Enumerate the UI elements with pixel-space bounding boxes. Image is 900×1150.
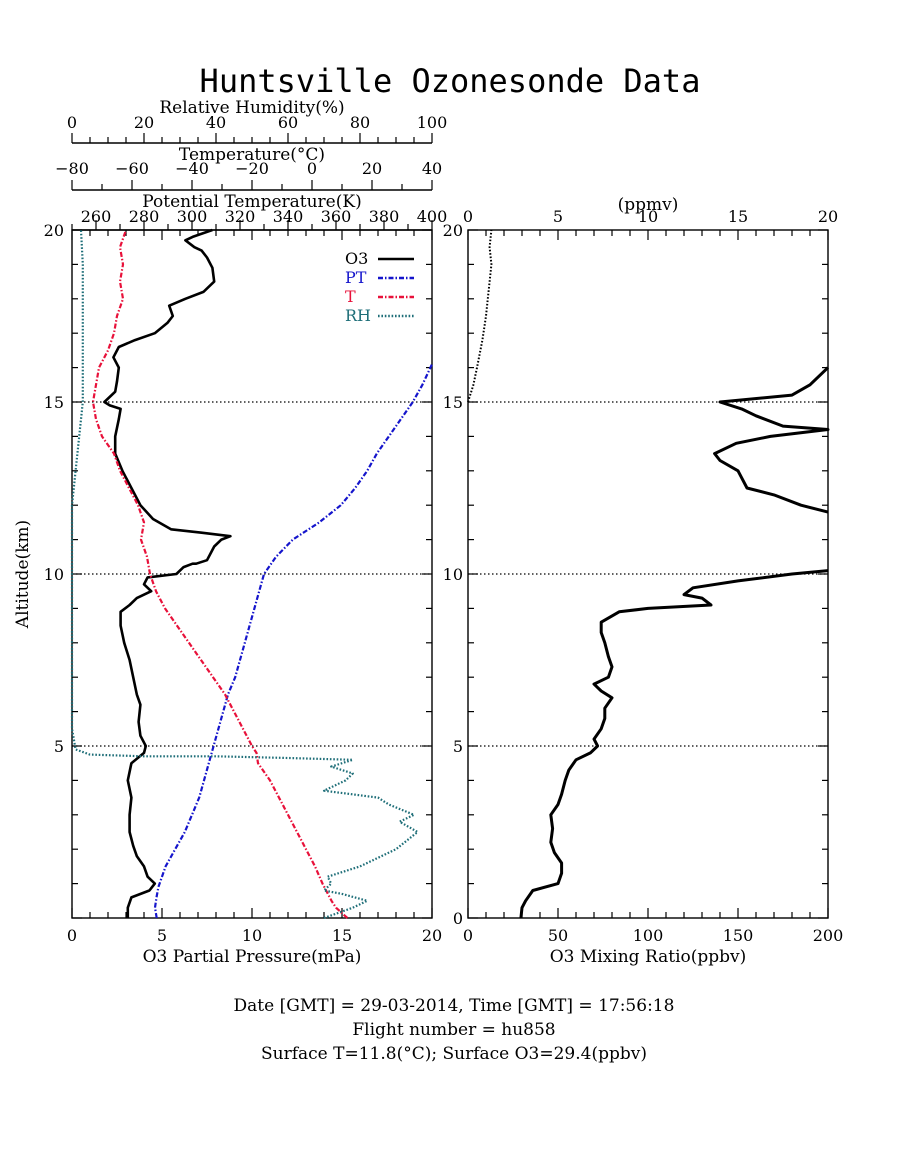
series-line-pt	[153, 363, 433, 919]
top-axis-tick-label: 40	[206, 113, 226, 132]
right-x-ticks: 0 50 100 150 200	[463, 908, 843, 945]
top-x-tick-label: 10	[638, 207, 658, 226]
mixing-ratio-line-2	[467, 229, 493, 403]
right-panel: 0 5 10 15 20 0 50 100 150 200 0 5 10 15 20 O3 Mixing…	[443, 195, 844, 967]
top-axis-tick-label: 0	[67, 113, 77, 132]
right-series	[467, 229, 830, 919]
legend-label-pt: PT	[345, 268, 367, 287]
right-top-ticks: 0 5 10 15 20	[463, 207, 838, 240]
series-line-t	[91, 229, 349, 919]
right-reference-lines	[468, 401, 828, 747]
top-axis-tick-label: 20	[362, 159, 382, 178]
legend-label-t: T	[345, 287, 356, 306]
mixing-ratio-line-0	[519, 569, 829, 919]
axis-label-temperature: Temperature(°C)	[179, 145, 325, 165]
y-tick-label: 15	[443, 393, 463, 412]
top-axis-tick-label: 40	[422, 159, 442, 178]
top-axis-tick-label: 360	[321, 207, 352, 226]
axis-label-relative-humidity: Relative Humidity(%)	[159, 98, 344, 118]
top-x-tick-label: 5	[553, 207, 563, 226]
footer-date-time: Date [GMT] = 29-03-2014, Time [GMT] = 17…	[234, 996, 675, 1016]
top-x-tick-label: 0	[463, 207, 473, 226]
legend-label-o3: O3	[345, 249, 368, 268]
top-axis-tick-label: −20	[235, 159, 269, 178]
x-axis-label-o3-mixing-ratio: O3 Mixing Ratio(ppbv)	[550, 947, 747, 967]
y-tick-label: 20	[443, 221, 463, 240]
top-axis-tick-label: 60	[278, 113, 298, 132]
y-tick-label: 0	[453, 909, 463, 928]
top-axis-label-ppmv: (ppmv)	[618, 195, 679, 215]
x-tick-label: 50	[548, 926, 568, 945]
top-axis-tick-label: 80	[350, 113, 370, 132]
top-axis-tick-label: 280	[129, 207, 160, 226]
x-tick-label: 0	[67, 926, 77, 945]
top-axis-tick-label: 260	[81, 207, 112, 226]
x-tick-label: 100	[633, 926, 664, 945]
top-axis-tick-label: 400	[417, 207, 448, 226]
top-axis-tick-label: −60	[115, 159, 149, 178]
left-panel: 5 10 15 20 0 5 10 15 20 0 20 40 60 80 100 −80 −60 −40 −2…	[13, 98, 447, 967]
footer-flight-number: Flight number = hu858	[352, 1020, 555, 1040]
left-y-ticks: 5 10 15 20	[44, 221, 432, 919]
top-axis-tick-label: 100	[417, 113, 448, 132]
x-axis-label-o3-partial-pressure: O3 Partial Pressure(mPa)	[143, 947, 362, 967]
top-axis-tick-label: 380	[369, 207, 400, 226]
top-axis-tick-label: 320	[225, 207, 256, 226]
top-axis-tick-label: −80	[55, 159, 89, 178]
y-axis-label-altitude: Altitude(km)	[13, 520, 33, 629]
x-tick-label: 20	[422, 926, 442, 945]
left-series	[70, 228, 433, 920]
left-reference-lines	[72, 401, 432, 747]
y-tick-label: 10	[443, 565, 463, 584]
x-tick-label: 150	[723, 926, 754, 945]
top-axis-tick-label: 20	[134, 113, 154, 132]
x-tick-label: 5	[157, 926, 167, 945]
y-tick-label: 5	[54, 737, 64, 756]
x-tick-label: 15	[332, 926, 352, 945]
x-tick-label: 10	[242, 926, 262, 945]
x-tick-label: 0	[463, 926, 473, 945]
y-tick-label: 10	[44, 565, 64, 584]
series-line-o3	[103, 228, 232, 918]
left-x-ticks: 0 5 10 15 20	[67, 230, 442, 945]
x-tick-label: 200	[813, 926, 844, 945]
top-axis-tick-label: 300	[177, 207, 208, 226]
chart-title: Huntsville Ozonesonde Data	[200, 62, 701, 100]
y-tick-label: 5	[453, 737, 463, 756]
footer-surface-values: Surface T=11.8(°C); Surface O3=29.4(ppbv…	[261, 1044, 647, 1064]
right-y-ticks: 0 5 10 15 20	[443, 221, 828, 928]
top-axis-tick-label: 0	[307, 159, 317, 178]
axis-label-potential-temperature: Potential Temperature(K)	[142, 192, 361, 212]
y-tick-label: 15	[44, 393, 64, 412]
y-tick-label: 20	[44, 221, 64, 240]
top-axis-tick-label: −40	[175, 159, 209, 178]
top-x-tick-label: 20	[818, 207, 838, 226]
left-top-axes: 0 20 40 60 80 100 −80 −60 −40 −20 0 20 40 260 280 300 32…	[55, 113, 448, 231]
mixing-ratio-line-1	[713, 366, 830, 514]
legend-label-rh: RH	[345, 306, 371, 325]
top-axis-tick-label: 340	[273, 207, 304, 226]
top-x-tick-label: 15	[728, 207, 748, 226]
